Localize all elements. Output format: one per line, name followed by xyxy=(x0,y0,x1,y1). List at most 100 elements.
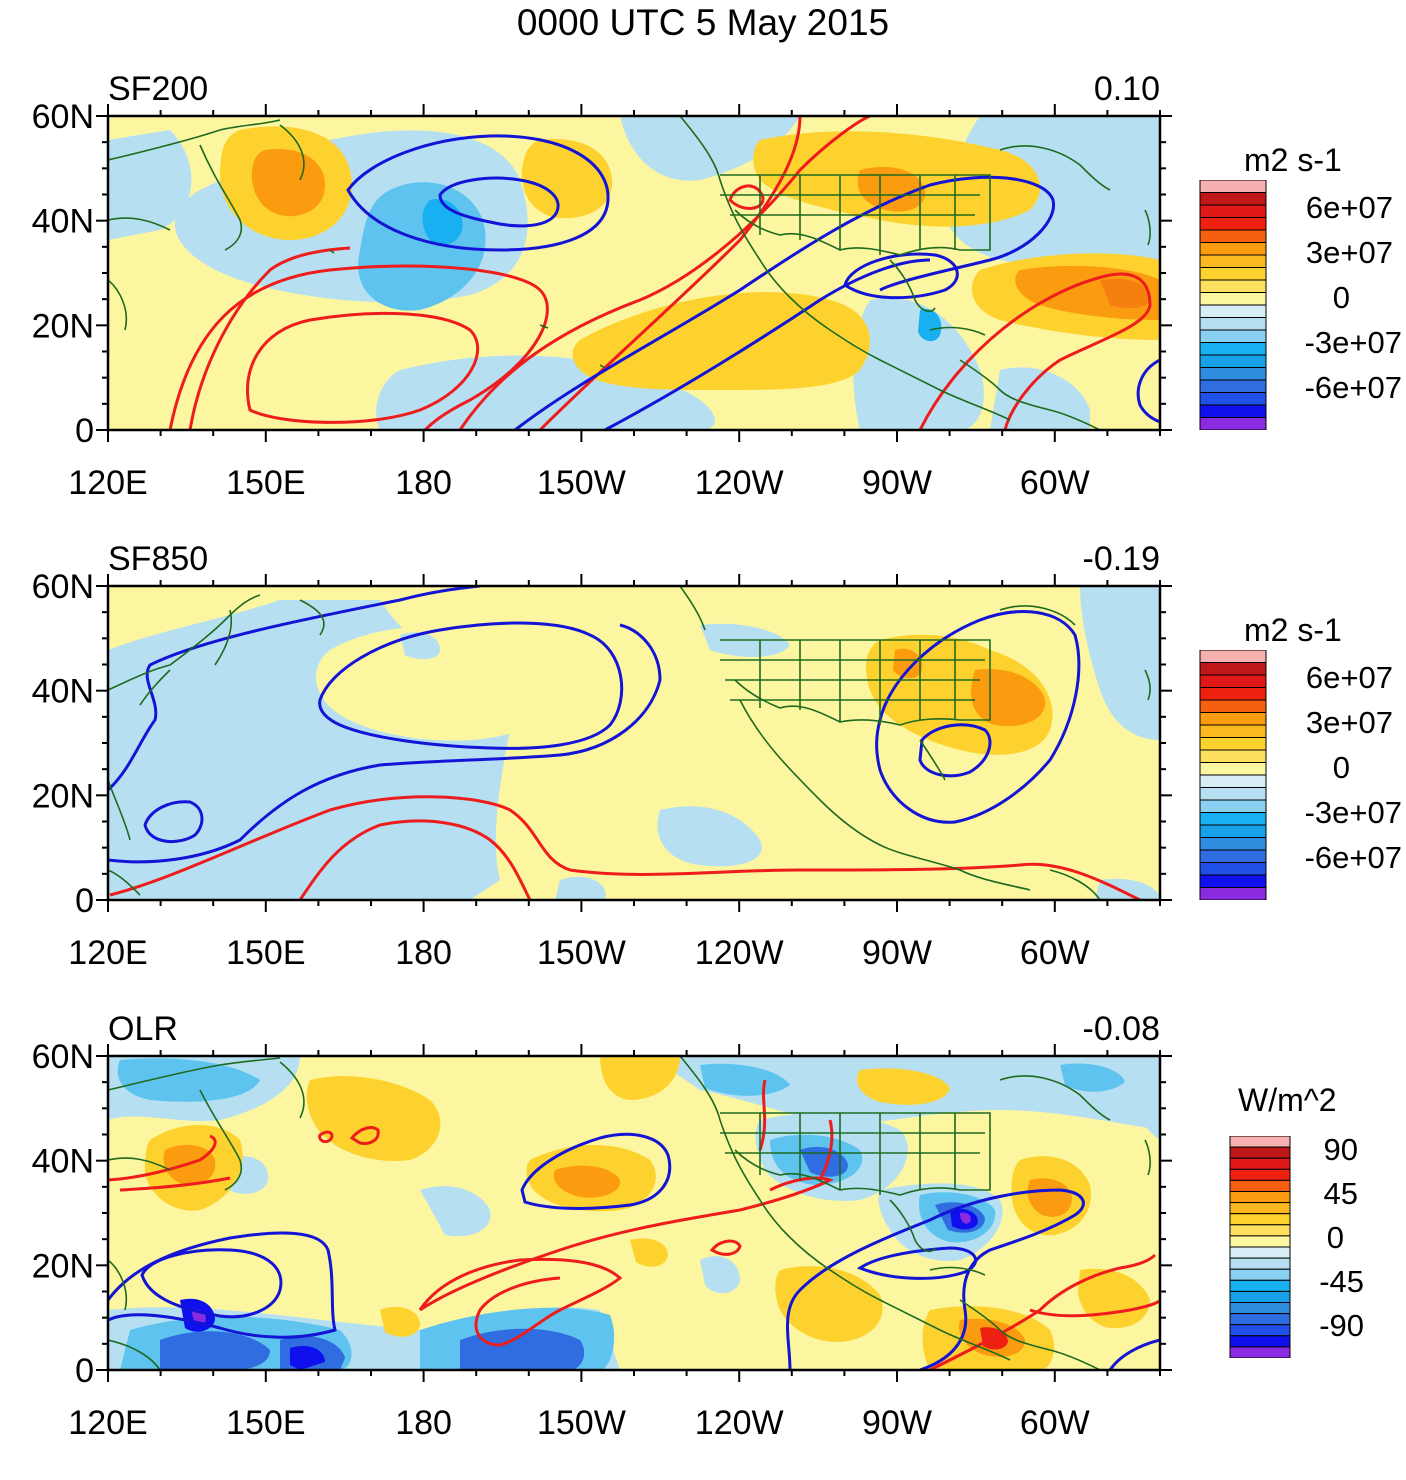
colorbar-label: -3e+07 xyxy=(1304,795,1402,830)
colorbar-swatch xyxy=(1199,650,1267,663)
colorbar-swatch xyxy=(1199,254,1267,268)
colorbar-label: 6e+07 xyxy=(1305,190,1393,225)
colorbar-swatch xyxy=(1199,887,1267,900)
colorbar-swatch xyxy=(1199,279,1267,293)
x-tick-label: 120E xyxy=(68,464,147,502)
colorbar-swatch xyxy=(1199,674,1267,688)
colorbar-swatch xyxy=(1199,292,1267,306)
panel-correlation: -0.08 xyxy=(1082,1010,1161,1048)
colorbar-swatch xyxy=(1229,1279,1291,1292)
x-tick-label: 150E xyxy=(226,464,305,502)
colorbar-swatch xyxy=(1199,367,1267,381)
colorbar-swatch xyxy=(1199,762,1267,776)
colorbar-swatch xyxy=(1199,799,1267,813)
colorbar-label: -45 xyxy=(1319,1264,1364,1299)
axis-ticks: 120E 150E 180 150W 120W 90W 60W 0 20N 40N 60N xyxy=(32,98,1172,502)
x-tick-label: 120E xyxy=(68,934,147,972)
x-tick-label: 180 xyxy=(395,464,452,502)
colorbar-swatch xyxy=(1229,1191,1291,1204)
panel-correlation: -0.19 xyxy=(1082,540,1161,578)
contours xyxy=(108,586,1141,900)
colorbar-swatches xyxy=(1199,650,1267,900)
panel-name: SF850 xyxy=(108,540,209,578)
colorbar-swatch xyxy=(1199,749,1267,763)
colorbar-units: W/m^2 xyxy=(1238,1082,1337,1118)
colorbar-swatch xyxy=(1229,1268,1291,1281)
colorbar-label: 0 xyxy=(1332,750,1350,785)
colorbar-swatch xyxy=(1199,737,1267,751)
y-tick-label: 20N xyxy=(32,1247,94,1285)
colorbar-swatch xyxy=(1229,1213,1291,1226)
panel-sf850: SF850 -0.19 xyxy=(0,540,1406,1010)
colorbar-swatch xyxy=(1199,180,1267,193)
colorbar-swatch xyxy=(1199,687,1267,701)
map-sf850: 120E 150E 180 150W 120W 90W 60W 0 20N 40N 60N xyxy=(32,568,1172,972)
colorbar-swatch xyxy=(1199,342,1267,356)
y-tick-label: 0 xyxy=(75,412,94,450)
panel-name: OLR xyxy=(108,1010,178,1048)
y-tick-label: 60N xyxy=(32,1038,94,1076)
colorbar-swatch xyxy=(1199,267,1267,281)
x-tick-label: 60W xyxy=(1020,1404,1090,1442)
y-tick-label: 40N xyxy=(32,673,94,711)
colorbar-label: 3e+07 xyxy=(1305,705,1393,740)
colorbar-label: -3e+07 xyxy=(1304,325,1402,360)
colorbar-swatch xyxy=(1199,662,1267,676)
colorbar-swatches xyxy=(1229,1136,1291,1358)
colorbar-swatch xyxy=(1229,1257,1291,1270)
colorbar-swatch xyxy=(1199,379,1267,393)
y-tick-label: 40N xyxy=(32,203,94,241)
colorbar-label: -6e+07 xyxy=(1304,370,1402,405)
colorbar-label: 45 xyxy=(1323,1176,1358,1211)
colorbar-swatch xyxy=(1229,1302,1291,1315)
coastlines xyxy=(108,1056,1151,1370)
panel-name: SF200 xyxy=(108,70,209,108)
colorbar-swatch xyxy=(1229,1235,1291,1248)
colorbar-swatch xyxy=(1199,404,1267,418)
coastlines xyxy=(108,586,1151,900)
colorbar-swatch xyxy=(1199,724,1267,738)
y-tick-label: 0 xyxy=(75,1352,94,1390)
colorbar-label: 90 xyxy=(1323,1132,1358,1167)
colorbar-label: 0 xyxy=(1332,280,1350,315)
y-tick-label: 0 xyxy=(75,882,94,920)
map-olr: 120E 150E 180 150W 120W 90W 60W 0 20N 40N 60N xyxy=(32,1038,1172,1442)
x-tick-label: 60W xyxy=(1020,934,1090,972)
colorbar-swatch xyxy=(1229,1346,1291,1358)
colorbar-swatch xyxy=(1199,837,1267,851)
x-tick-label: 120W xyxy=(695,1404,784,1442)
colorbar-swatch xyxy=(1229,1290,1291,1303)
colorbar-swatch xyxy=(1199,242,1267,256)
y-tick-label: 60N xyxy=(32,568,94,606)
colorbar-swatch xyxy=(1229,1179,1291,1193)
x-tick-label: 180 xyxy=(395,1404,452,1442)
colorbar-swatch xyxy=(1199,304,1267,318)
colorbar-swatch xyxy=(1229,1146,1291,1159)
colorbar-swatch xyxy=(1199,699,1267,713)
x-tick-label: 90W xyxy=(862,464,932,502)
axis-ticks: 120E 150E 180 150W 120W 90W 60W 0 20N 40N 60N xyxy=(32,1038,1172,1442)
colorbar-swatch xyxy=(1199,229,1267,243)
colorbar-swatch xyxy=(1199,712,1267,726)
colorbar-swatch xyxy=(1199,217,1267,231)
panel-olr: OLR -0.08 xyxy=(0,1010,1406,1480)
shaded-field xyxy=(108,586,1160,900)
y-tick-label: 20N xyxy=(32,777,94,815)
colorbar-swatch xyxy=(1199,812,1267,826)
contours xyxy=(168,116,1160,430)
x-tick-label: 120E xyxy=(68,1404,147,1442)
colorbar-swatch xyxy=(1229,1324,1291,1337)
map-sf200: 120E 150E 180 150W 120W 90W 60W 0 20N 40N 60N xyxy=(32,98,1172,502)
colorbar-swatch xyxy=(1229,1224,1291,1237)
y-tick-label: 20N xyxy=(32,307,94,345)
colorbar-swatch xyxy=(1199,824,1267,838)
panel-sf200: SF200 0.10 xyxy=(0,70,1406,540)
colorbar-swatch xyxy=(1229,1313,1291,1326)
x-tick-label: 90W xyxy=(862,1404,932,1442)
colorbar-swatch xyxy=(1199,354,1267,368)
shaded-field xyxy=(108,1056,1160,1370)
colorbar-swatch xyxy=(1199,317,1267,331)
colorbar-swatch xyxy=(1199,862,1267,876)
colorbar-swatch xyxy=(1229,1335,1291,1348)
y-tick-label: 40N xyxy=(32,1143,94,1181)
